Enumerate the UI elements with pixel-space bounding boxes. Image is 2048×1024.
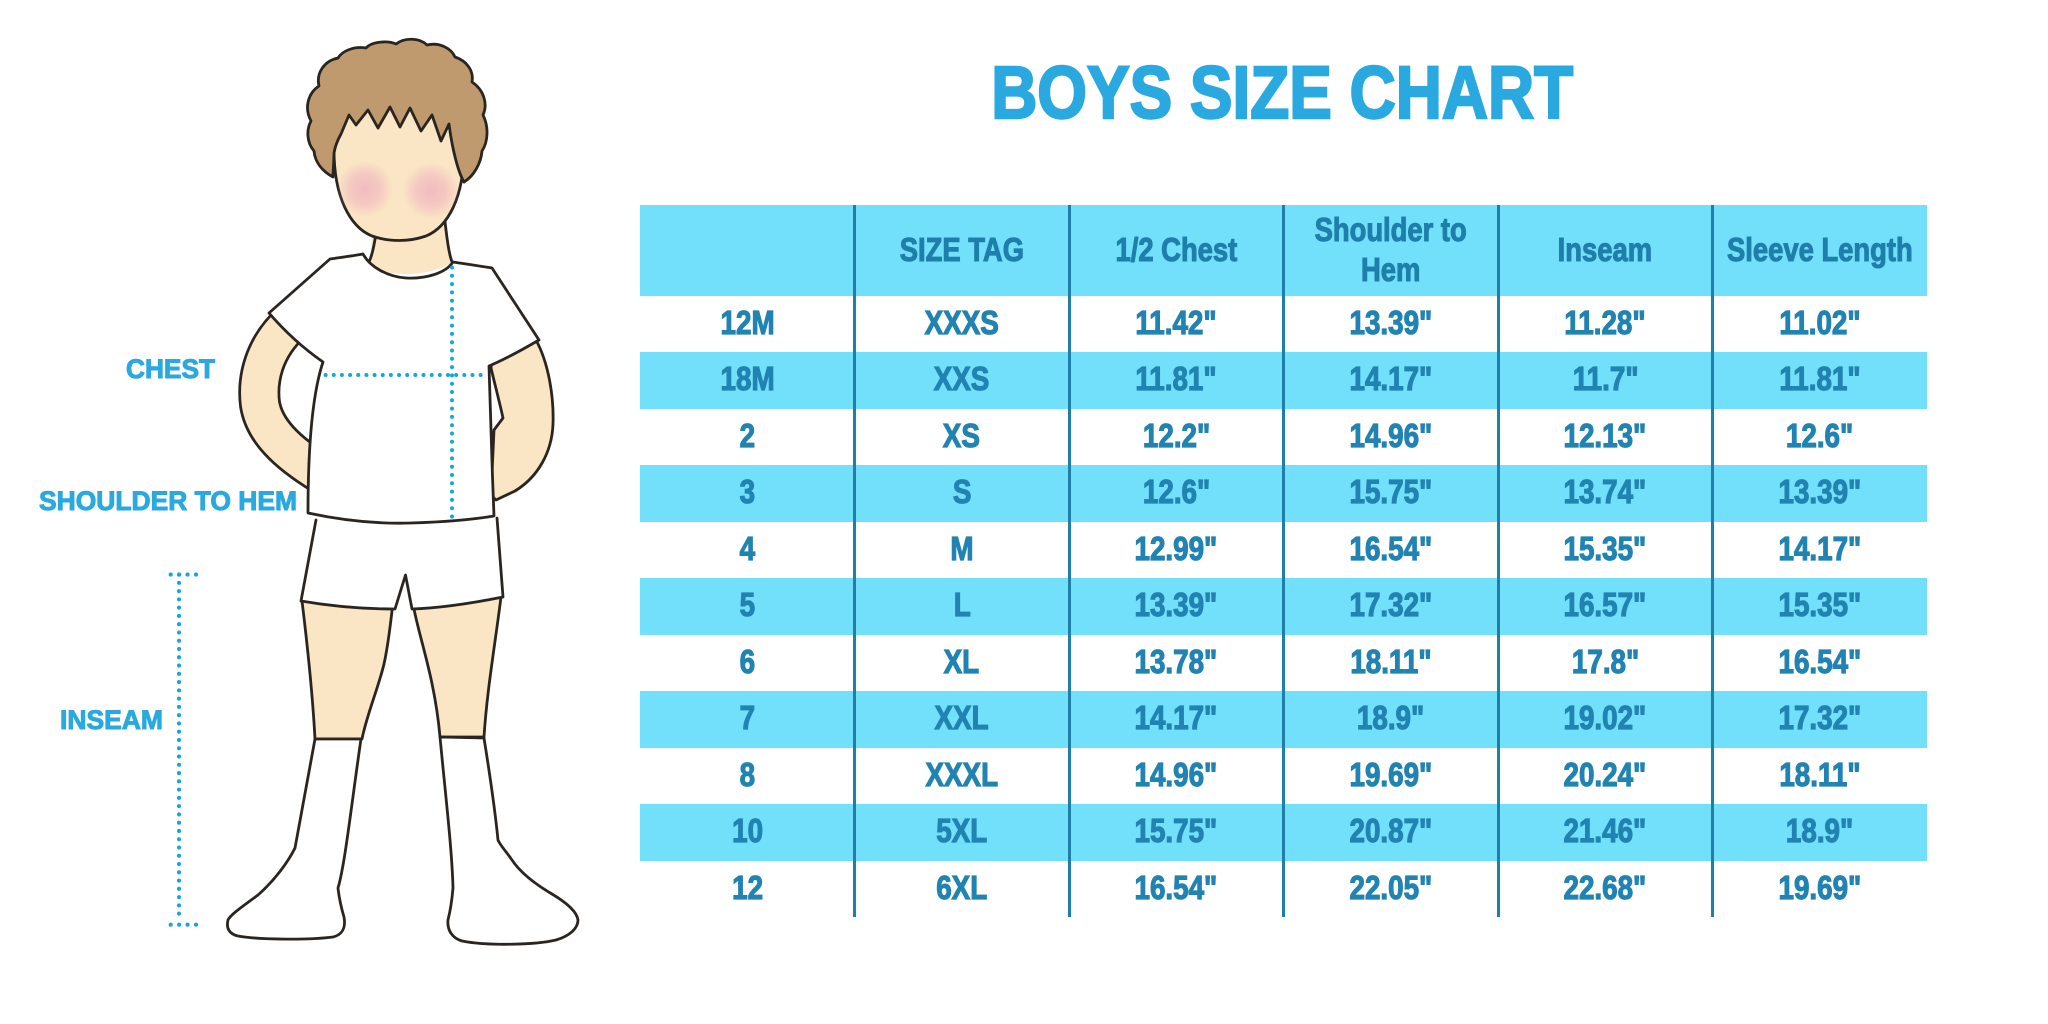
svg-text:INSEAM: INSEAM (60, 705, 163, 735)
svg-text:SHOULDER TO HEM: SHOULDER TO HEM (39, 486, 297, 516)
svg-text:CHEST: CHEST (126, 354, 215, 384)
